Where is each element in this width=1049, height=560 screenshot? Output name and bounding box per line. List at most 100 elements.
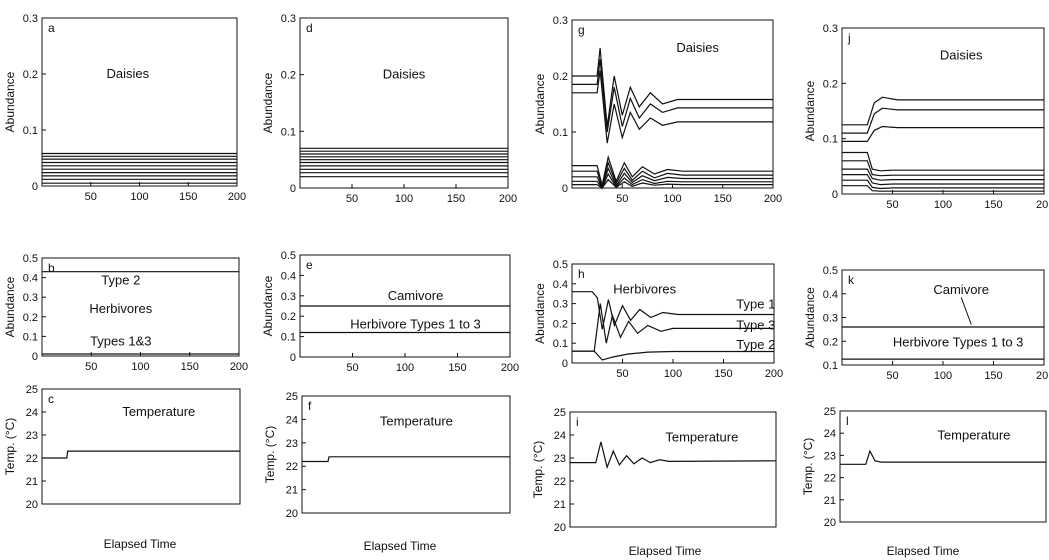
y-tick-label: 0 [562,358,568,370]
plot-frame [571,19,774,189]
series-line [302,456,510,463]
y-tick-label: 25 [554,407,566,419]
panel-letter: e [306,258,313,272]
chart-panel-h: 0 0.1 0.2 0.3 0.4 0.5 50 100 150 200 h Abundance Her… [533,259,783,380]
y-tick-label: 23 [824,450,836,462]
y-tick-label: 0.2 [281,311,296,323]
x-tick-label: 50 [346,362,358,374]
chart-panel-a: 0 0.1 0.2 0.3 50 100 150 200 a Abundance Daisies [3,13,246,203]
annotation-label: Daisies [383,67,426,82]
y-tick-label: 21 [554,499,566,511]
y-tick-label: 0.3 [23,13,38,25]
y-tick-label: 21 [824,495,836,507]
y-tick-label: 22 [554,476,566,488]
series-line [570,441,777,470]
series-line [572,178,773,189]
y-axis-label: Abundance [3,71,17,132]
chart-panel-c: 20 21 22 23 24 25 c Temp. (°C) Temperature [3,384,241,511]
annotation-label: Herbivore Types 1 to 3 [893,334,1024,349]
panel-letter: i [576,415,579,429]
x-axis-label-col-1: Elapsed Time [104,537,177,551]
annotation-label: Camivore [388,288,444,303]
y-tick-label: 0.4 [281,270,296,282]
x-tick-label: 150 [181,361,199,373]
x-axis-label-col-3: Elapsed Time [629,544,702,558]
y-tick-label: 0.4 [553,279,568,291]
y-tick-label: 0.2 [23,312,38,324]
annotation-label: Herbivores [89,301,152,316]
series-line [842,174,1044,186]
y-tick-label: 0.5 [823,265,838,277]
x-tick-label: 200 [228,191,246,203]
series-line [572,59,773,133]
annotation-label: Camivore [933,282,989,297]
y-tick-label: 25 [26,384,38,396]
x-tick-label: 100 [664,368,682,380]
chart-panel-g: 0 0.1 0.2 0.3 50 100 150 200 g Abundance Daisies [533,15,782,205]
annotation-label: Type 3 [736,317,775,332]
annotation-label: Herbivore Types 1 to 3 [350,316,481,331]
y-tick-label: 21 [26,476,38,488]
series-line [842,151,1044,172]
x-tick-label: 150 [984,199,1002,211]
y-tick-label: 22 [26,453,38,465]
x-axis-labels-layer: Elapsed Time Elapsed Time Elapsed Time E… [104,537,960,558]
y-tick-label: 0.1 [281,126,296,138]
annotation-label: Temperature [937,427,1010,442]
y-tick-label: 0.2 [553,71,568,83]
series-line [572,70,773,144]
y-tick-label: 23 [554,453,566,465]
series-line [842,168,1044,181]
y-tick-label: 0.1 [23,125,38,137]
y-tick-label: 0.5 [23,253,38,265]
x-tick-label: 50 [85,361,97,373]
x-tick-label: 20( [1036,370,1049,382]
series-line [842,96,1044,126]
annotation-label: Types 1&3 [90,333,151,348]
y-axis-label: Abundance [3,276,17,337]
y-tick-label: 25 [286,391,298,403]
y-tick-label: 24 [286,414,298,426]
x-tick-label: 100 [131,361,149,373]
series-line [572,303,774,352]
series-line [572,291,774,330]
chart-panel-b: 0 0.1 0.2 0.3 0.4 0.5 50 100 150 200 b Abundance Typ… [3,253,248,373]
y-tick-label: 0.4 [23,273,38,285]
x-tick-label: 50 [346,193,358,205]
y-tick-label: 0.3 [281,291,296,303]
y-tick-label: 0.2 [553,318,568,330]
y-tick-label: 0.2 [281,70,296,82]
panel-letter: d [306,21,313,35]
plot-frame [569,411,777,528]
series-line [842,107,1044,134]
x-tick-label: 50 [616,368,628,380]
panel-letter: j [847,31,851,45]
y-tick-label: 21 [286,485,298,497]
panel-letter: b [48,261,55,275]
chart-panel-e: 0 0.1 0.2 0.3 0.4 0.5 50 100 150 200 e Abundance Cam… [261,250,519,374]
y-tick-label: 20 [554,522,566,534]
x-tick-label: 50 [85,191,97,203]
y-axis-label: Abundance [533,73,547,134]
panel-letter: k [848,273,855,287]
x-tick-label: 100 [130,191,148,203]
x-tick-label: 100 [396,362,414,374]
annotation-label: Daisies [940,48,983,63]
plot-frame [41,388,241,505]
y-tick-label: 22 [824,473,836,485]
series-line [840,449,1046,465]
panel-letter: f [308,399,312,413]
x-tick-label: 150 [448,362,466,374]
y-axis-label: Abundance [803,80,817,141]
series-line [842,185,1044,192]
y-axis-label: Temp. (°C) [801,438,815,495]
y-tick-label: 0 [290,352,296,364]
series-line [572,350,774,361]
series-line [572,160,773,190]
annotation-label: Temperature [122,404,195,419]
y-tick-label: 0.1 [553,338,568,350]
y-tick-label: 0.5 [553,259,568,271]
chart-panel-d: 0 0.1 0.2 0.3 50 100 150 200 d Abundance Daisies [261,13,517,205]
y-tick-label: 24 [554,430,566,442]
y-axis-label: Abundance [803,287,817,348]
